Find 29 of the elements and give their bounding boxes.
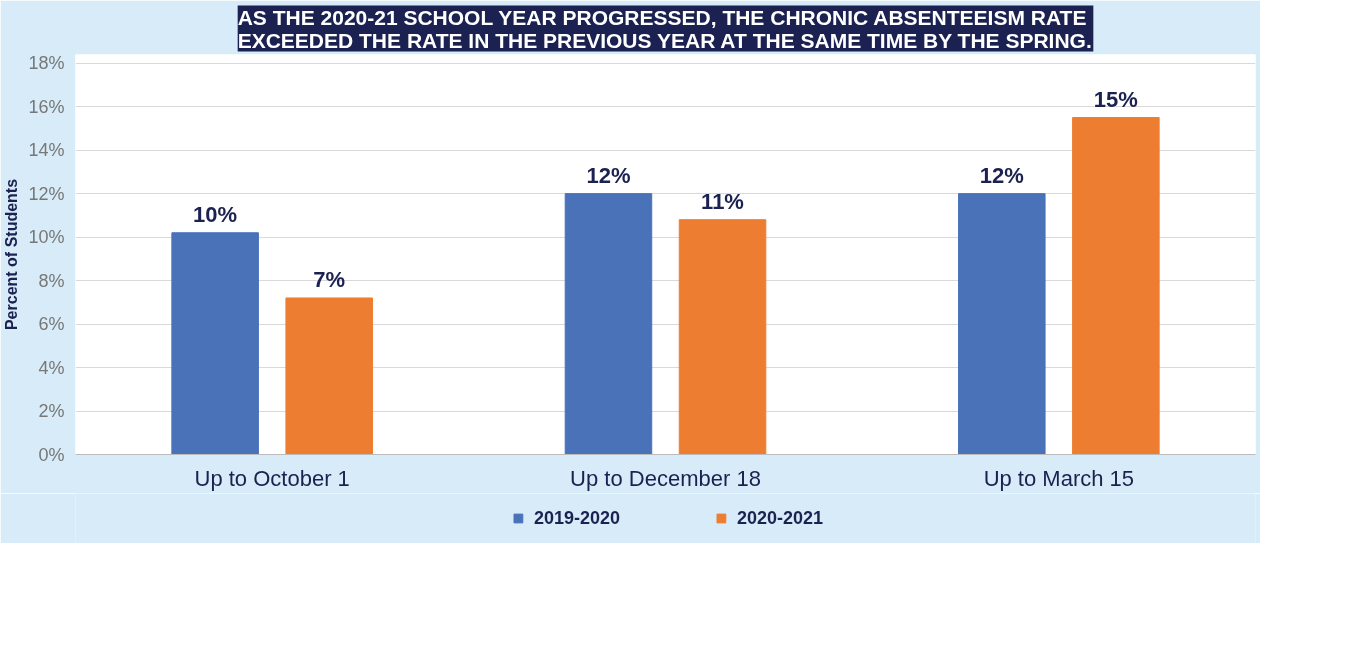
legend-label: 2020-2021: [737, 507, 824, 529]
y-tick-label: 6%: [38, 314, 65, 335]
data-label: 12%: [979, 162, 1024, 188]
y-tick-label: 8%: [38, 270, 65, 291]
x-tick-label: Up to October 1: [194, 465, 350, 491]
data-label: 15%: [1093, 86, 1138, 112]
y-tick-label: 0%: [38, 444, 65, 465]
bar: [564, 193, 653, 455]
bar: [678, 219, 767, 455]
y-tick-label: 14%: [28, 140, 65, 161]
bar: [1072, 117, 1160, 455]
chart-title: AS THE 2020-21 SCHOOL YEAR PROGRESSED, THE CHRONIC ABSENTEEISM RATE EXCEEDED THE RATE IN THE PREVIOUS YEAR AT THE SAME TIME BY THE SPRING.: [237, 5, 1092, 52]
y-tick-label: 18%: [28, 53, 65, 74]
y-tick-label: 12%: [28, 183, 65, 204]
bar: [171, 232, 259, 455]
x-tick-label: Up to December 18: [570, 465, 761, 491]
legend-label: 2019-2020: [533, 507, 620, 529]
y-tick-label: 16%: [28, 96, 65, 117]
y-tick-label: 10%: [28, 227, 65, 248]
data-label: 7%: [313, 266, 346, 292]
y-axis-title: Percent of Students: [3, 178, 21, 331]
data-label: 10%: [193, 201, 238, 227]
data-label: 12%: [586, 162, 631, 188]
y-tick-label: 4%: [38, 357, 65, 378]
bar: [285, 297, 373, 455]
y-tick-label: 2%: [38, 401, 65, 422]
data-label: 11%: [701, 188, 744, 214]
bar: [958, 193, 1046, 455]
x-tick-label: Up to March 15: [983, 465, 1135, 491]
